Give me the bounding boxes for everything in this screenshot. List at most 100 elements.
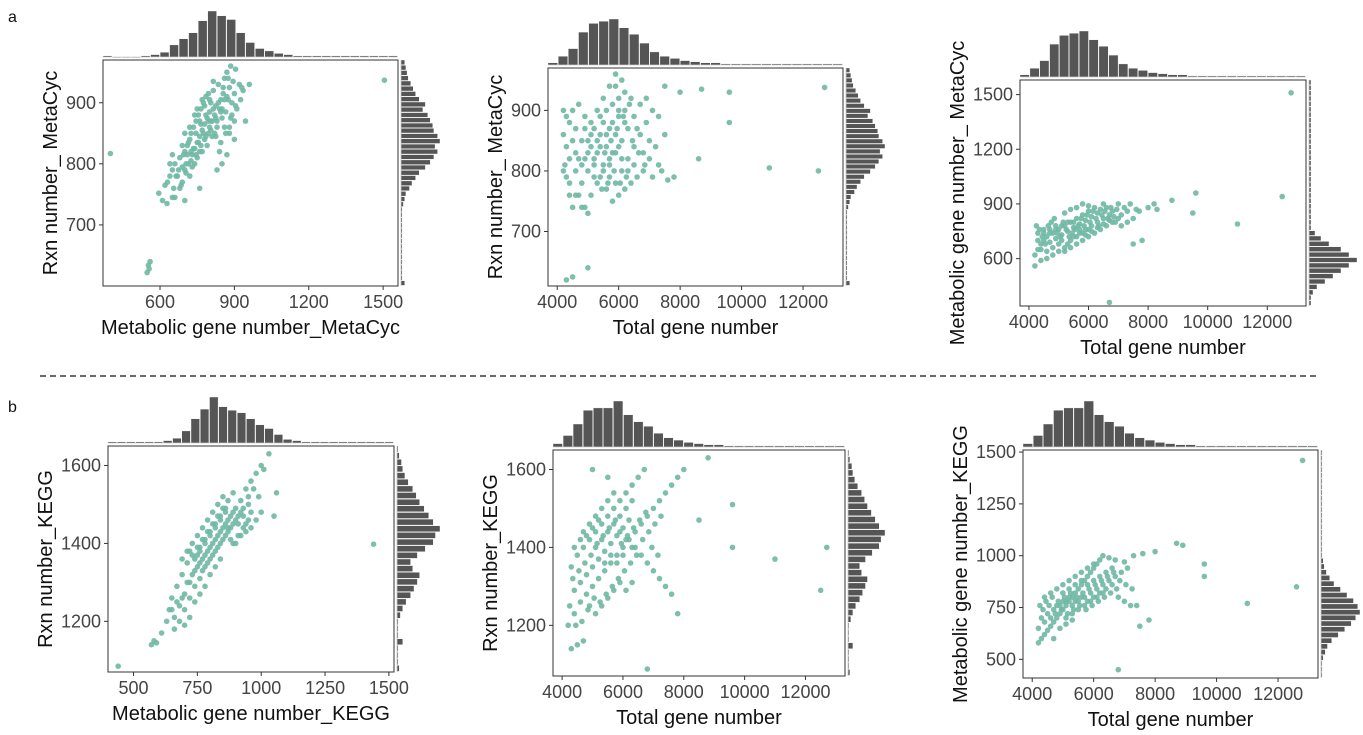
data-point xyxy=(232,66,239,72)
data-point xyxy=(1193,190,1199,196)
data-point xyxy=(1037,602,1043,609)
x-hist-bar xyxy=(190,418,200,444)
data-point xyxy=(189,540,196,547)
data-point xyxy=(266,451,272,457)
data-point xyxy=(580,638,587,644)
y-hist-bar xyxy=(400,96,420,102)
data-point xyxy=(605,474,611,481)
x-tick-label: 1500 xyxy=(363,292,403,312)
x-hist-bar xyxy=(246,418,256,444)
data-point xyxy=(577,536,584,543)
y-hist-bar xyxy=(847,616,852,623)
data-point xyxy=(222,509,229,515)
y-hist-bar xyxy=(845,82,854,88)
data-point xyxy=(222,109,229,115)
data-point xyxy=(644,560,651,566)
data-point xyxy=(178,182,184,188)
data-point xyxy=(1124,219,1131,225)
x-hist-bar xyxy=(1114,426,1125,448)
data-point xyxy=(206,96,213,103)
plot-frame xyxy=(102,59,399,287)
data-point xyxy=(608,137,614,144)
data-point xyxy=(1084,565,1091,571)
x-hist-bar xyxy=(693,443,704,448)
data-point xyxy=(1088,228,1095,235)
data-point xyxy=(600,168,607,174)
data-point xyxy=(635,474,641,481)
data-point xyxy=(188,130,194,137)
data-point xyxy=(214,167,220,173)
data-point xyxy=(199,556,206,562)
data-point xyxy=(171,626,178,632)
data-point xyxy=(1084,212,1090,218)
data-point xyxy=(243,486,249,492)
x-axis-label: Total gene number xyxy=(613,317,779,339)
x-hist-bar xyxy=(1177,74,1188,78)
data-point xyxy=(638,552,644,558)
x-tick-label: 4000 xyxy=(537,292,577,312)
y-hist-bar xyxy=(1308,257,1358,263)
data-point xyxy=(617,513,623,519)
y-tick-label: 500 xyxy=(986,649,1016,669)
data-point xyxy=(1044,248,1050,255)
data-point xyxy=(566,180,573,186)
data-point xyxy=(1067,237,1074,244)
data-point xyxy=(225,517,231,523)
data-point xyxy=(1106,555,1112,561)
y-hist-bar xyxy=(847,489,862,497)
y-hist-bar xyxy=(1308,284,1318,290)
y-hist-bar xyxy=(845,184,858,190)
data-point xyxy=(577,579,584,586)
data-point xyxy=(1140,550,1146,557)
y-hist-bar xyxy=(400,86,414,92)
data-point xyxy=(199,96,205,103)
y-hist-bar xyxy=(396,465,403,473)
data-point xyxy=(212,525,219,531)
y-hist-bar xyxy=(396,472,406,479)
x-hist-bar xyxy=(273,434,283,444)
data-point xyxy=(1084,581,1091,588)
data-point xyxy=(677,89,683,95)
y-hist-bar xyxy=(396,505,425,512)
data-point xyxy=(698,86,705,92)
x-hist-bar xyxy=(1053,410,1064,448)
data-point xyxy=(572,150,579,156)
data-point xyxy=(658,513,664,519)
y-hist-bar xyxy=(1320,649,1326,655)
data-point xyxy=(153,640,160,646)
data-point xyxy=(606,125,613,132)
data-point xyxy=(560,107,567,114)
x-hist-bar xyxy=(1049,43,1060,78)
data-point xyxy=(1100,221,1107,227)
data-point xyxy=(603,107,610,114)
y-hist-bar xyxy=(1320,615,1356,621)
data-point xyxy=(696,517,702,523)
data-point xyxy=(588,131,594,138)
data-point xyxy=(189,164,195,170)
data-point xyxy=(1079,237,1086,244)
y-hist-bar xyxy=(396,605,403,612)
data-point xyxy=(235,513,241,519)
data-point xyxy=(1090,565,1097,571)
data-point xyxy=(729,501,736,508)
data-point xyxy=(167,173,173,179)
data-point xyxy=(204,560,211,566)
data-point xyxy=(597,113,603,120)
data-point xyxy=(585,168,591,174)
y-hist-bar xyxy=(1308,149,1312,156)
data-point xyxy=(1130,215,1136,222)
data-point xyxy=(617,529,623,535)
y-hist-bar xyxy=(1308,241,1330,247)
y-hist-bar xyxy=(1308,155,1312,161)
panel-a-label: a xyxy=(8,9,17,26)
data-point xyxy=(639,536,646,543)
data-point xyxy=(1050,252,1056,258)
data-point xyxy=(1072,590,1078,596)
data-point xyxy=(589,583,596,590)
data-point xyxy=(621,568,628,574)
y-hist-bar xyxy=(400,149,438,155)
y-hist-bar xyxy=(400,65,407,71)
x-tick-label: 12000 xyxy=(778,292,828,312)
data-point xyxy=(1088,213,1095,220)
data-point xyxy=(583,532,590,539)
